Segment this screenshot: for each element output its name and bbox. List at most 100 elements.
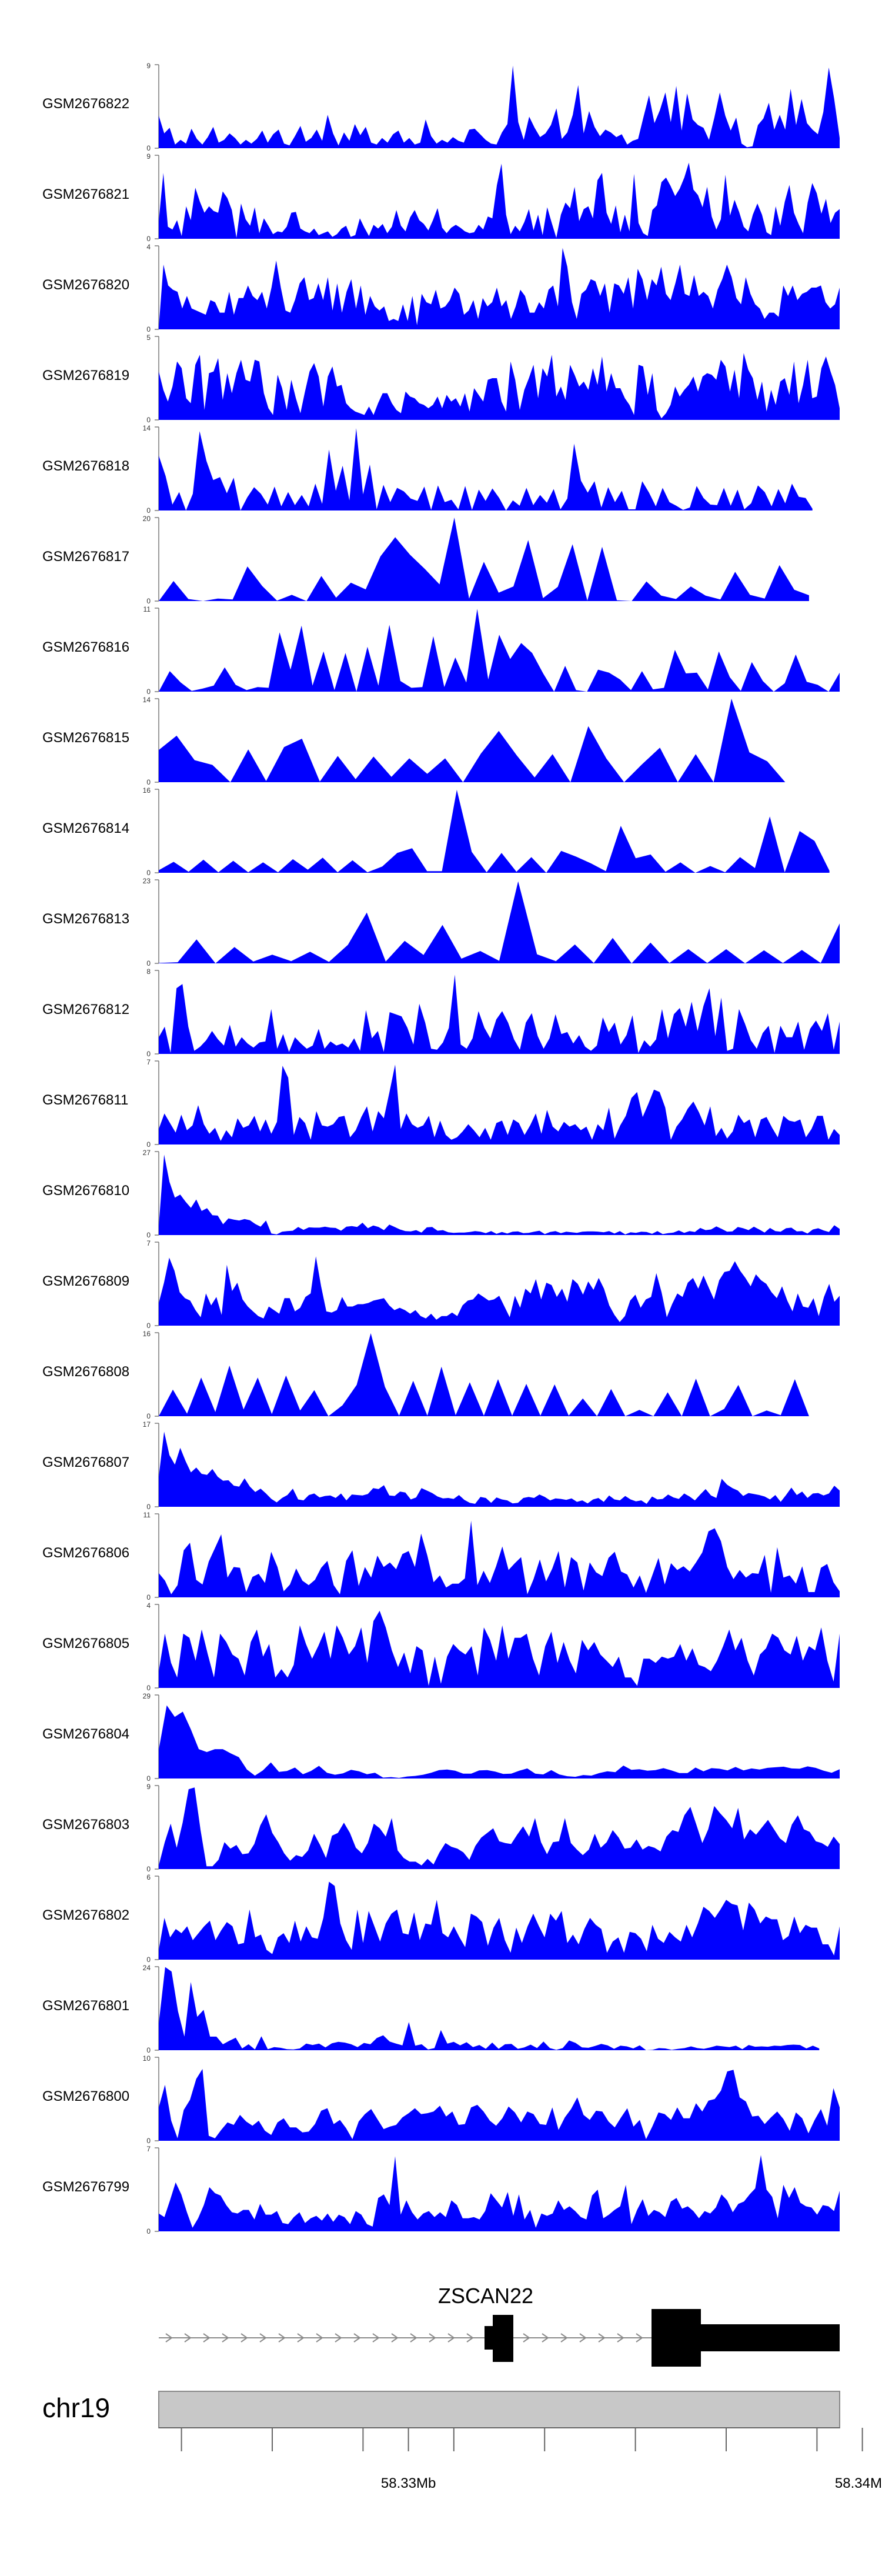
y-max-label: 7 (146, 1239, 151, 1247)
y-max-label: 29 (143, 1692, 151, 1700)
y-min-label: 0 (146, 2137, 151, 2145)
strand-arrow (466, 2333, 474, 2343)
track-label: GSM2676816 (42, 639, 129, 655)
coverage-area (159, 1705, 840, 1778)
coverage-area (159, 1333, 809, 1416)
coverage-area (159, 699, 786, 782)
coverage-area (159, 789, 830, 873)
y-max-label: 8 (146, 967, 151, 976)
track-label: GSM2676817 (42, 549, 129, 565)
strand-arrow (410, 2333, 417, 2343)
gene-utr-1 (485, 2326, 494, 2350)
strand-arrow (222, 2333, 229, 2343)
coverage-area (159, 353, 840, 420)
y-min-label: 0 (146, 416, 151, 424)
track-GSM2676800: GSM2676800 10 0 (42, 2054, 840, 2145)
coverage-area (159, 1787, 840, 1869)
strand-arrow (165, 2333, 173, 2343)
track-GSM2676816: GSM2676816 11 0 (42, 605, 840, 696)
strand-arrow (579, 2333, 587, 2343)
track-label: GSM2676807 (42, 1454, 129, 1470)
y-max-label: 4 (146, 243, 151, 251)
y-max-label: 24 (143, 1964, 151, 1972)
track-GSM2676811: GSM2676811 7 0 (42, 1058, 840, 1149)
y-min-label: 0 (146, 144, 151, 152)
track-label: GSM2676822 (42, 96, 129, 112)
y-max-label: 5 (146, 333, 151, 342)
track-GSM2676806: GSM2676806 11 0 (42, 1511, 840, 1601)
track-label: GSM2676820 (42, 277, 129, 293)
track-GSM2676808: GSM2676808 16 0 (42, 1330, 809, 1420)
track-label: GSM2676818 (42, 458, 129, 474)
strand-arrow (429, 2333, 436, 2343)
y-max-label: 9 (146, 1783, 151, 1791)
y-max-label: 23 (143, 877, 151, 885)
strand-arrow (297, 2333, 305, 2343)
coverage-area (159, 1610, 840, 1688)
track-label: GSM2676805 (42, 1636, 129, 1651)
coverage-area (159, 2155, 840, 2231)
y-max-label: 27 (143, 1149, 151, 1157)
y-min-label: 0 (146, 959, 151, 967)
y-min-label: 0 (146, 235, 151, 243)
coverage-area (159, 2068, 840, 2141)
track-GSM2676812: GSM2676812 8 0 (42, 967, 840, 1058)
y-max-label: 7 (146, 1058, 151, 1066)
track-GSM2676802: GSM2676802 6 0 (42, 1873, 840, 1964)
coverage-area (159, 518, 809, 601)
gene-exon-2 (652, 2309, 701, 2367)
track-GSM2676809: GSM2676809 7 0 (42, 1239, 840, 1330)
y-min-label: 0 (146, 1865, 151, 1873)
coverage-area (159, 65, 840, 148)
gene-exon-3 (700, 2324, 840, 2351)
y-min-label: 0 (146, 506, 151, 515)
tick-label-58-33: 58.33Mb (381, 2475, 436, 2491)
track-GSM2676821: GSM2676821 9 0 (42, 152, 840, 243)
y-max-label: 11 (143, 605, 151, 613)
track-label: GSM2676801 (42, 1998, 129, 2014)
y-min-label: 0 (146, 1140, 151, 1149)
y-min-label: 0 (146, 1322, 151, 1330)
y-max-label: 4 (146, 1601, 151, 1610)
coverage-area (159, 248, 840, 329)
track-label: GSM2676802 (42, 1907, 129, 1923)
track-GSM2676822: GSM2676822 9 0 (42, 62, 840, 152)
track-label: GSM2676800 (42, 2088, 129, 2104)
strand-arrows (165, 2333, 643, 2343)
axis-ticks (181, 2428, 863, 2451)
y-max-label: 16 (143, 1330, 151, 1338)
coverage-area (159, 1065, 840, 1144)
strand-arrow (240, 2333, 248, 2343)
y-max-label: 14 (143, 424, 151, 432)
tick-label-58-34: 58.34Mb (835, 2475, 882, 2491)
chromosome-band (158, 2391, 840, 2428)
track-GSM2676805: GSM2676805 4 0 (42, 1601, 840, 1692)
track-label: GSM2676813 (42, 911, 129, 927)
track-GSM2676799: GSM2676799 7 0 (42, 2145, 840, 2235)
track-label: GSM2676799 (42, 2179, 129, 2195)
track-GSM2676820: GSM2676820 4 0 (42, 243, 840, 333)
coverage-area (159, 1256, 840, 1326)
y-max-label: 11 (143, 1511, 151, 1519)
coverage-area (159, 975, 840, 1054)
track-GSM2676807: GSM2676807 17 0 (42, 1420, 840, 1511)
strand-arrow (636, 2333, 643, 2343)
strand-arrow (523, 2333, 530, 2343)
y-min-label: 0 (146, 2227, 151, 2235)
track-GSM2676818: GSM2676818 14 0 (42, 424, 813, 515)
strand-arrow (335, 2333, 342, 2343)
y-min-label: 0 (146, 1774, 151, 1783)
track-GSM2676819: GSM2676819 5 0 (42, 333, 840, 424)
track-label: GSM2676819 (42, 368, 129, 383)
track-label: GSM2676810 (42, 1183, 129, 1199)
strand-arrow (278, 2333, 286, 2343)
strand-arrow (542, 2333, 549, 2343)
y-min-label: 0 (146, 2046, 151, 2054)
track-label: GSM2676804 (42, 1726, 129, 1742)
y-min-label: 0 (146, 1412, 151, 1420)
strand-arrow (203, 2333, 211, 2343)
track-label: GSM2676809 (42, 1273, 129, 1289)
track-GSM2676813: GSM2676813 23 0 (42, 877, 840, 967)
track-label: GSM2676821 (42, 186, 129, 202)
strand-arrow (184, 2333, 192, 2343)
